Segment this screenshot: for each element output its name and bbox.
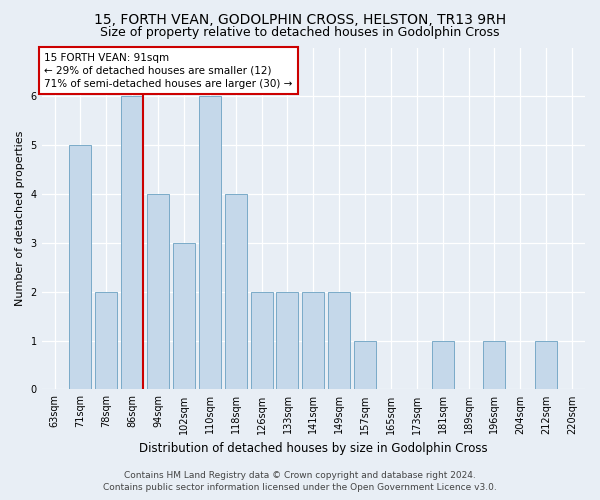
Bar xyxy=(121,96,143,390)
X-axis label: Distribution of detached houses by size in Godolphin Cross: Distribution of detached houses by size … xyxy=(139,442,488,455)
Bar xyxy=(251,292,272,390)
Bar xyxy=(173,243,195,390)
Bar xyxy=(535,340,557,390)
Bar xyxy=(484,340,505,390)
Text: Size of property relative to detached houses in Godolphin Cross: Size of property relative to detached ho… xyxy=(100,26,500,39)
Bar xyxy=(199,96,221,390)
Bar xyxy=(70,145,91,390)
Bar xyxy=(225,194,247,390)
Bar xyxy=(328,292,350,390)
Bar xyxy=(95,292,118,390)
Bar xyxy=(302,292,325,390)
Y-axis label: Number of detached properties: Number of detached properties xyxy=(15,131,25,306)
Text: Contains HM Land Registry data © Crown copyright and database right 2024.
Contai: Contains HM Land Registry data © Crown c… xyxy=(103,471,497,492)
Text: 15 FORTH VEAN: 91sqm
← 29% of detached houses are smaller (12)
71% of semi-detac: 15 FORTH VEAN: 91sqm ← 29% of detached h… xyxy=(44,52,293,89)
Bar xyxy=(277,292,298,390)
Text: 15, FORTH VEAN, GODOLPHIN CROSS, HELSTON, TR13 9RH: 15, FORTH VEAN, GODOLPHIN CROSS, HELSTON… xyxy=(94,12,506,26)
Bar xyxy=(354,340,376,390)
Bar xyxy=(432,340,454,390)
Bar xyxy=(147,194,169,390)
